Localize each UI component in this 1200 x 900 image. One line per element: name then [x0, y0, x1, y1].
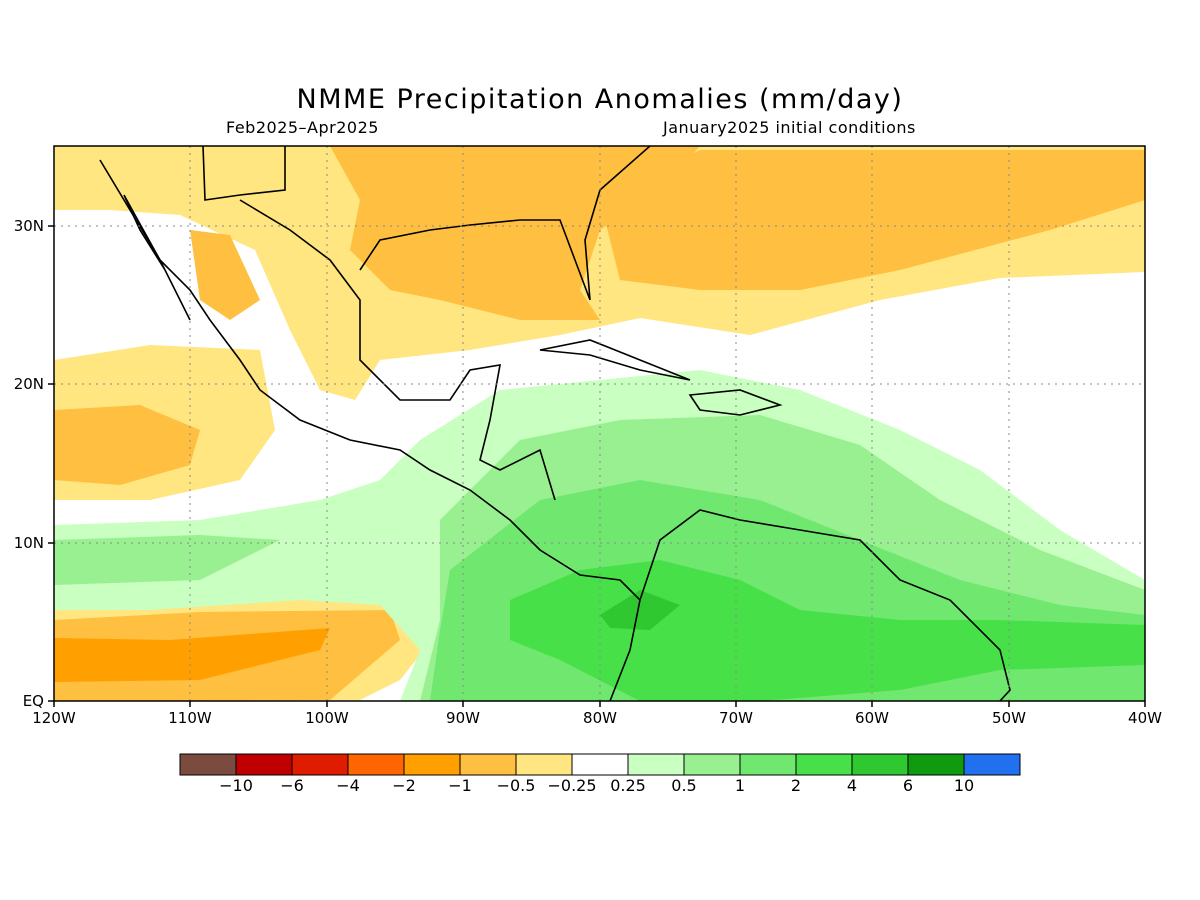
colorbar-label: 2 [790, 776, 802, 795]
lon-tick: 70W [719, 709, 753, 727]
colorbar-swatch [235, 753, 293, 776]
dry-region-atlantic [600, 150, 1145, 290]
coastlines [99, 146, 1011, 701]
lat-tick: 10N [13, 534, 44, 552]
colorbar-label: −1 [448, 776, 472, 795]
colorbar-swatch [347, 753, 405, 776]
forecast-period: Feb2025–Apr2025 [226, 118, 379, 137]
lat-tick: EQ [22, 692, 44, 710]
lon-tick: 50W [992, 709, 1026, 727]
colorbar [179, 753, 1021, 776]
colorbar-label: −4 [336, 776, 360, 795]
colorbar-swatch [291, 753, 349, 776]
colorbar-label: 6 [902, 776, 914, 795]
initial-conditions: January2025 initial conditions [663, 118, 916, 137]
coastline-south-america [609, 509, 1011, 701]
coastline-us-gulf [359, 146, 651, 301]
colorbar-swatch [179, 753, 237, 776]
graticule [54, 146, 1145, 701]
lon-tick: 60W [855, 709, 889, 727]
lon-tick: 100W [305, 709, 349, 727]
dry-core-east-pacific [54, 405, 200, 485]
colorbar-label: −0.25 [547, 776, 597, 795]
coastline-mexico-pacific [99, 159, 641, 601]
colorbar-swatch [515, 753, 573, 776]
colorbar-swatch [963, 753, 1021, 776]
tick-marks [48, 225, 1146, 707]
colorbar-swatch [851, 753, 909, 776]
colorbar-swatch [739, 753, 797, 776]
colorbar-swatch [795, 753, 853, 776]
colorbar-label: −0.5 [496, 776, 536, 795]
colorbar-swatch [459, 753, 517, 776]
colorbar-label: −10 [219, 776, 253, 795]
colorbar-swatch [683, 753, 741, 776]
lon-tick: 120W [32, 709, 76, 727]
lon-tick: 110W [168, 709, 212, 727]
wet-region-heavy [510, 560, 1145, 701]
lon-tick: 80W [583, 709, 617, 727]
coastline-cuba [539, 339, 691, 381]
anomaly-field [54, 146, 1145, 701]
colorbar-label: 0.25 [610, 776, 646, 795]
wet-region-max [600, 590, 680, 630]
colorbar-label: 0.5 [671, 776, 697, 795]
coastline-baja [123, 194, 191, 321]
colorbar-swatch [571, 753, 629, 776]
map-title: NMME Precipitation Anomalies (mm/day) [296, 84, 904, 115]
dry-region-mexico [190, 230, 260, 320]
colorbar-label: 1 [734, 776, 746, 795]
colorbar-label: −6 [280, 776, 304, 795]
coastline-hispaniola [688, 389, 783, 416]
coastline-gulf [239, 199, 556, 501]
lat-tick: 20N [13, 375, 44, 393]
dry-strong-south-pacific [54, 628, 330, 682]
colorbar-swatch [907, 753, 965, 776]
lat-tick: 30N [13, 217, 44, 235]
lon-tick: 90W [446, 709, 480, 727]
colorbar-label: 4 [846, 776, 858, 795]
colorbar-label: −2 [392, 776, 416, 795]
colorbar-swatch [403, 753, 461, 776]
colorbar-swatch [627, 753, 685, 776]
lon-tick: 40W [1128, 709, 1162, 727]
dry-region-gulf [330, 146, 700, 320]
colorbar-label: 10 [953, 776, 975, 795]
border-us-mexico [202, 146, 286, 201]
